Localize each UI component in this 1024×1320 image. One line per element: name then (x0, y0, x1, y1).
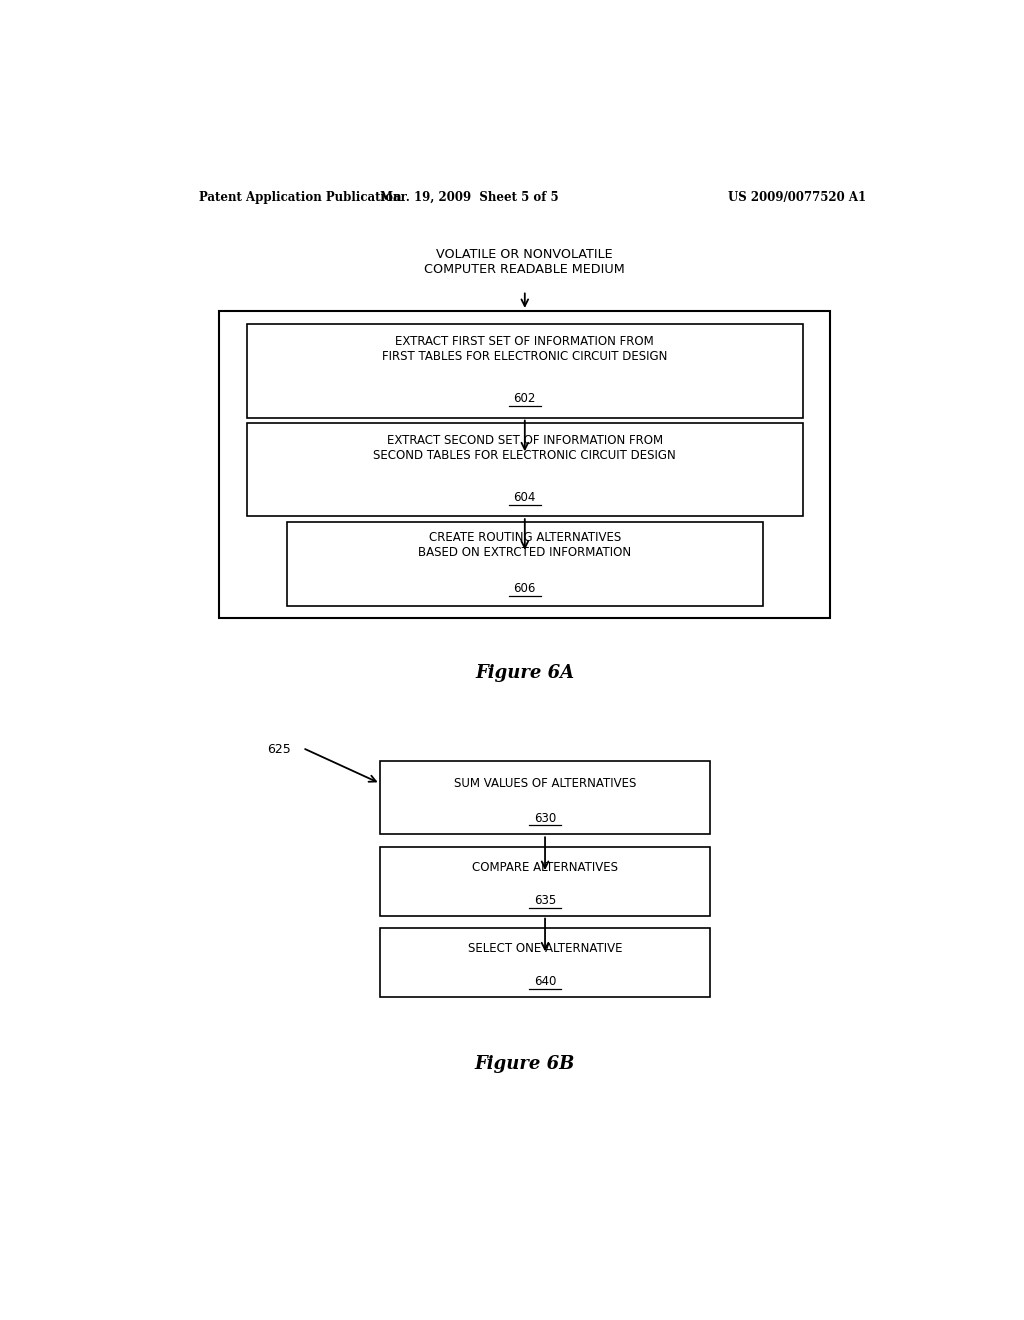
Text: Mar. 19, 2009  Sheet 5 of 5: Mar. 19, 2009 Sheet 5 of 5 (380, 191, 558, 203)
Text: 625: 625 (267, 743, 291, 756)
Text: SUM VALUES OF ALTERNATIVES: SUM VALUES OF ALTERNATIVES (454, 776, 636, 789)
Text: Figure 6B: Figure 6B (474, 1055, 575, 1073)
Text: 640: 640 (534, 975, 556, 989)
Text: VOLATILE OR NONVOLATILE
COMPUTER READABLE MEDIUM: VOLATILE OR NONVOLATILE COMPUTER READABL… (424, 248, 626, 276)
Text: CREATE ROUTING ALTERNATIVES
BASED ON EXTRCTED INFORMATION: CREATE ROUTING ALTERNATIVES BASED ON EXT… (418, 531, 632, 558)
Bar (380, 846, 710, 916)
Text: 630: 630 (534, 812, 556, 825)
Text: Patent Application Publication: Patent Application Publication (200, 191, 402, 203)
Text: EXTRACT SECOND SET OF INFORMATION FROM
SECOND TABLES FOR ELECTRONIC CIRCUIT DESI: EXTRACT SECOND SET OF INFORMATION FROM S… (374, 434, 676, 462)
Text: 602: 602 (514, 392, 536, 405)
Text: 635: 635 (534, 894, 556, 907)
Text: COMPARE ALTERNATIVES: COMPARE ALTERNATIVES (472, 861, 618, 874)
Text: SELECT ONE ALTERNATIVE: SELECT ONE ALTERNATIVE (468, 942, 623, 956)
Bar (247, 422, 803, 516)
Bar (380, 762, 710, 834)
Text: 606: 606 (514, 582, 536, 595)
Bar (287, 523, 763, 606)
Bar (247, 325, 803, 417)
Text: EXTRACT FIRST SET OF INFORMATION FROM
FIRST TABLES FOR ELECTRONIC CIRCUIT DESIGN: EXTRACT FIRST SET OF INFORMATION FROM FI… (382, 335, 668, 363)
Text: 604: 604 (514, 491, 536, 504)
Text: US 2009/0077520 A1: US 2009/0077520 A1 (728, 191, 866, 203)
Bar (380, 928, 710, 997)
Bar (219, 312, 830, 618)
Text: Figure 6A: Figure 6A (475, 664, 574, 681)
